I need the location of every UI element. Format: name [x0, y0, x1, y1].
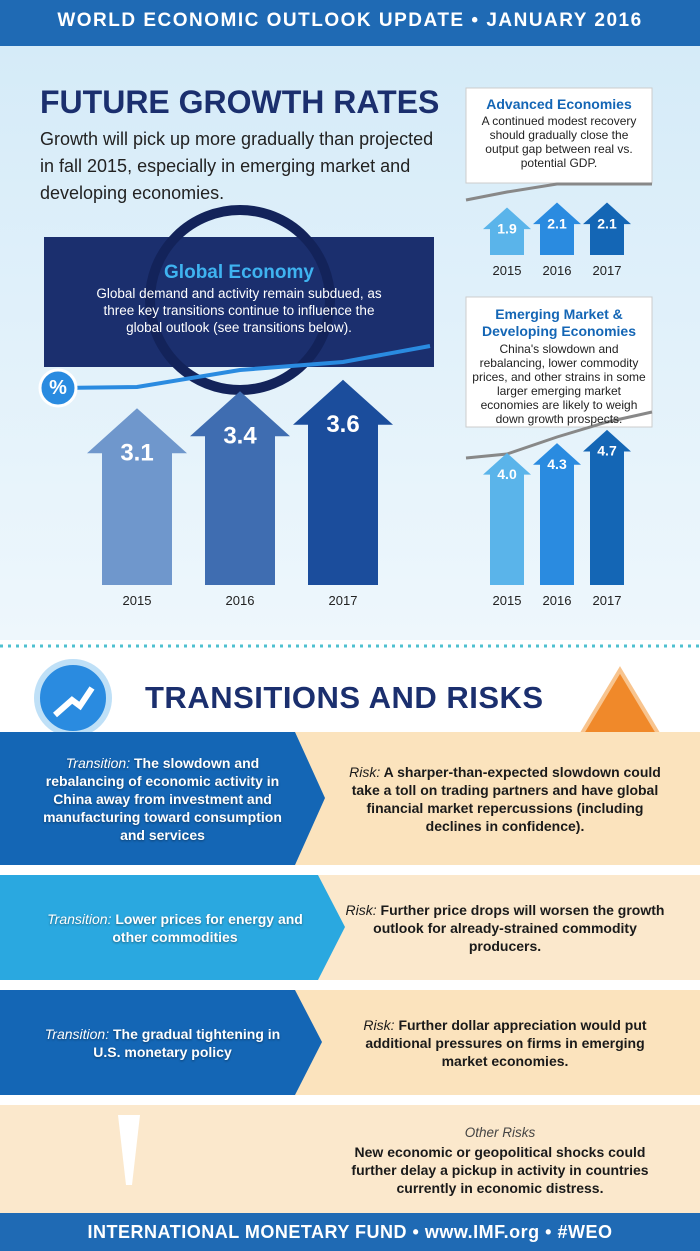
risk-label: Risk: [363, 1016, 395, 1033]
global-text: Global demand and activity remain subdue… [96, 286, 382, 335]
footer-text: INTERNATIONAL MONETARY FUND • www.IMF.or… [87, 1222, 613, 1242]
year-label: 2016 [226, 593, 255, 608]
trend-line [57, 344, 431, 390]
risk-body: Further dollar appreciation would put ad… [365, 1016, 647, 1069]
value-label: 2.1 [547, 215, 567, 231]
risk-text: Risk: Further dollar appreciation would … [345, 990, 665, 1095]
advanced-text: A continued modest recovery should gradu… [481, 114, 637, 170]
transition-text: Transition: Lower prices for energy and … [30, 875, 320, 980]
transition: Transition: The gradual tightening in U.… [30, 1025, 295, 1061]
value-label: 4.0 [497, 466, 517, 482]
emerging-text: China's slowdown and rebalancing, lower … [472, 342, 646, 426]
arrow-icon [53, 686, 95, 718]
percent-label: % [49, 377, 67, 399]
value-label: 2.1 [597, 215, 617, 231]
risk-body: Further price drops will worsen the grow… [373, 901, 665, 954]
growth-arrow [483, 453, 531, 585]
risk: Risk: Further price drops will worsen th… [345, 901, 665, 955]
growth-arrow [87, 408, 187, 585]
trend-line [465, 410, 653, 460]
value-label: 1.9 [497, 220, 517, 236]
value-label: 4.7 [597, 443, 617, 459]
globe-icon [145, 205, 335, 395]
transition-chevron [0, 732, 325, 865]
risk-label: Risk: [349, 763, 381, 780]
emerging-title: Emerging Market & Developing Economies [481, 306, 637, 339]
year-label: 2016 [543, 593, 572, 608]
row-bg [0, 1105, 700, 1213]
growth-arrow [533, 443, 581, 585]
section-title: TRANSITIONS AND RISKS [145, 680, 544, 715]
year-label: 2017 [593, 593, 622, 608]
risk: Risk: Further dollar appreciation would … [345, 1016, 665, 1070]
year-label: 2017 [593, 263, 622, 278]
footer-bar [0, 1213, 700, 1251]
transition-body: The slowdown and rebalancing of economic… [43, 754, 282, 843]
transition: Transition: Lower prices for energy and … [30, 910, 320, 946]
transition-chevron [0, 990, 322, 1095]
global-box [44, 237, 434, 367]
transition-label: Transition: [44, 1025, 110, 1042]
value-label: 3.4 [223, 422, 257, 449]
value-label: 3.1 [120, 440, 153, 467]
year-label: 2016 [543, 263, 572, 278]
growth-arrow [583, 202, 631, 255]
section-title: FUTURE GROWTH RATES [40, 84, 440, 120]
growth-arrow [293, 379, 393, 585]
value-label: 4.3 [547, 456, 567, 472]
growth-arrow [190, 391, 290, 585]
transition-chevron [0, 875, 345, 980]
transition-text: Transition: The gradual tightening in U.… [30, 990, 295, 1095]
transition: Transition: The slowdown and rebalancing… [30, 754, 295, 844]
transition-body: Lower prices for energy and other commod… [112, 910, 303, 945]
other-label: Other Risks [464, 1125, 536, 1140]
percent-icon [38, 368, 78, 408]
transition-label: Transition: [65, 754, 131, 771]
header-bar [0, 0, 700, 46]
emerging-box [465, 296, 653, 428]
other-text: New economic or geopolitical shocks coul… [351, 1144, 649, 1196]
transition-body: The gradual tightening in U.S. monetary … [93, 1025, 281, 1060]
year-label: 2017 [329, 593, 358, 608]
growth-arrow [533, 202, 581, 255]
growth-arrow [583, 429, 631, 585]
intro: Growth will pick up more gradually than … [40, 129, 434, 203]
warning-mark [118, 1115, 140, 1185]
risk-text: Risk: Further price drops will worsen th… [345, 875, 665, 980]
risk-text: Risk: A sharper-than-expected slowdown c… [345, 732, 665, 865]
advanced-box [465, 87, 653, 184]
trend-line [465, 182, 652, 202]
warning-icon [574, 666, 666, 742]
transition-text: Transition: The slowdown and rebalancing… [30, 732, 295, 865]
global-title: Global Economy [164, 262, 314, 283]
header-title: WORLD ECONOMIC OUTLOOK UPDATE • JANUARY … [57, 10, 643, 31]
risk-label: Risk: [345, 901, 377, 918]
risk-body: A sharper-than-expected slowdown could t… [351, 763, 661, 834]
year-label: 2015 [493, 263, 522, 278]
year-label: 2015 [493, 593, 522, 608]
growth-arrow [483, 207, 531, 255]
risk: Risk: A sharper-than-expected slowdown c… [345, 763, 665, 835]
value-label: 3.6 [326, 411, 359, 438]
advanced-title: Advanced Economies [486, 96, 632, 112]
transition-label: Transition: [47, 910, 112, 927]
year-label: 2015 [123, 593, 152, 608]
